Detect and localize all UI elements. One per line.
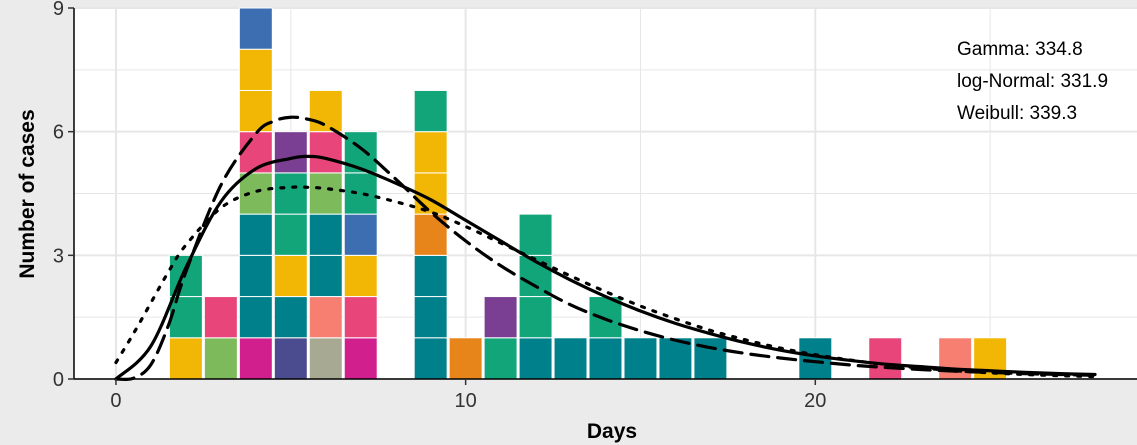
bar-cell [413,131,448,174]
bar-cell [308,89,343,133]
bar-cell [553,337,588,380]
bar-cell [273,296,308,339]
bar-cell [343,131,378,174]
bar-cell [238,254,273,298]
fit-curve-dashed [114,115,1097,382]
bar-cell [623,337,658,380]
bar-cell [343,213,378,256]
bar-cell [448,337,483,380]
y-tick-label: 0 [53,369,64,391]
x-axis-title: Days [587,420,637,443]
bar-cell [483,337,518,380]
y-tick-label: 3 [53,245,64,267]
x-tick-label: 0 [110,390,121,412]
bar-cell [308,337,343,380]
fit-curve-solid [114,154,1097,381]
fit-curve-dotted [114,185,1097,379]
bar-cell [238,296,273,339]
bar-cell [308,131,343,174]
bar-cell [273,213,308,256]
x-tick-label: 20 [804,390,826,412]
fit-curves [114,115,1097,382]
bar-cell [413,89,448,133]
y-axis-title: Number of cases [16,109,39,278]
bar-cell [588,296,623,339]
bar-cell [413,337,448,380]
bar-cell [308,296,343,339]
legend: Gamma: 334.8 log-Normal: 331.9 Weibull: … [957,39,1108,124]
bar-cell [308,213,343,256]
bar-cell [238,337,273,380]
bar-cell [518,337,553,380]
bar-cell [273,131,308,174]
bar-cell [238,7,273,50]
bar-cell [343,254,378,298]
legend-entry-gamma: Gamma: 334.8 [957,39,1083,60]
bar-cell [273,172,308,215]
bar-cell [308,172,343,215]
bar-cell [343,337,378,380]
bar-cell [238,213,273,256]
bar-cell [518,296,553,339]
legend-entry-lognormal: log-Normal: 331.9 [957,71,1108,92]
y-tick-label: 6 [53,122,64,144]
bar-cell [483,296,518,339]
bar-cell [518,213,553,256]
bar-stacks [168,7,1008,380]
bar-cell [238,48,273,91]
bar-cell [658,337,693,380]
bar-cell [238,131,273,174]
bar-cell [168,296,203,339]
bar-cell [343,172,378,215]
bar-cell [203,337,238,380]
bar-cell [238,172,273,215]
bar-cell [413,254,448,298]
x-tick-label: 10 [455,390,477,412]
bar-cell [308,254,343,298]
bar-cell [343,296,378,339]
bar-cell [868,337,903,380]
legend-entry-weibull: Weibull: 339.3 [957,103,1077,124]
bar-cell [273,337,308,380]
bar-cell [413,296,448,339]
bar-cell [273,254,308,298]
y-tick-label: 9 [53,0,64,20]
bar-cell [168,337,203,380]
bar-cell [588,337,623,380]
bar-cell [203,296,238,339]
axis-ticks: 0 10 20 0 3 6 9 [53,0,827,412]
